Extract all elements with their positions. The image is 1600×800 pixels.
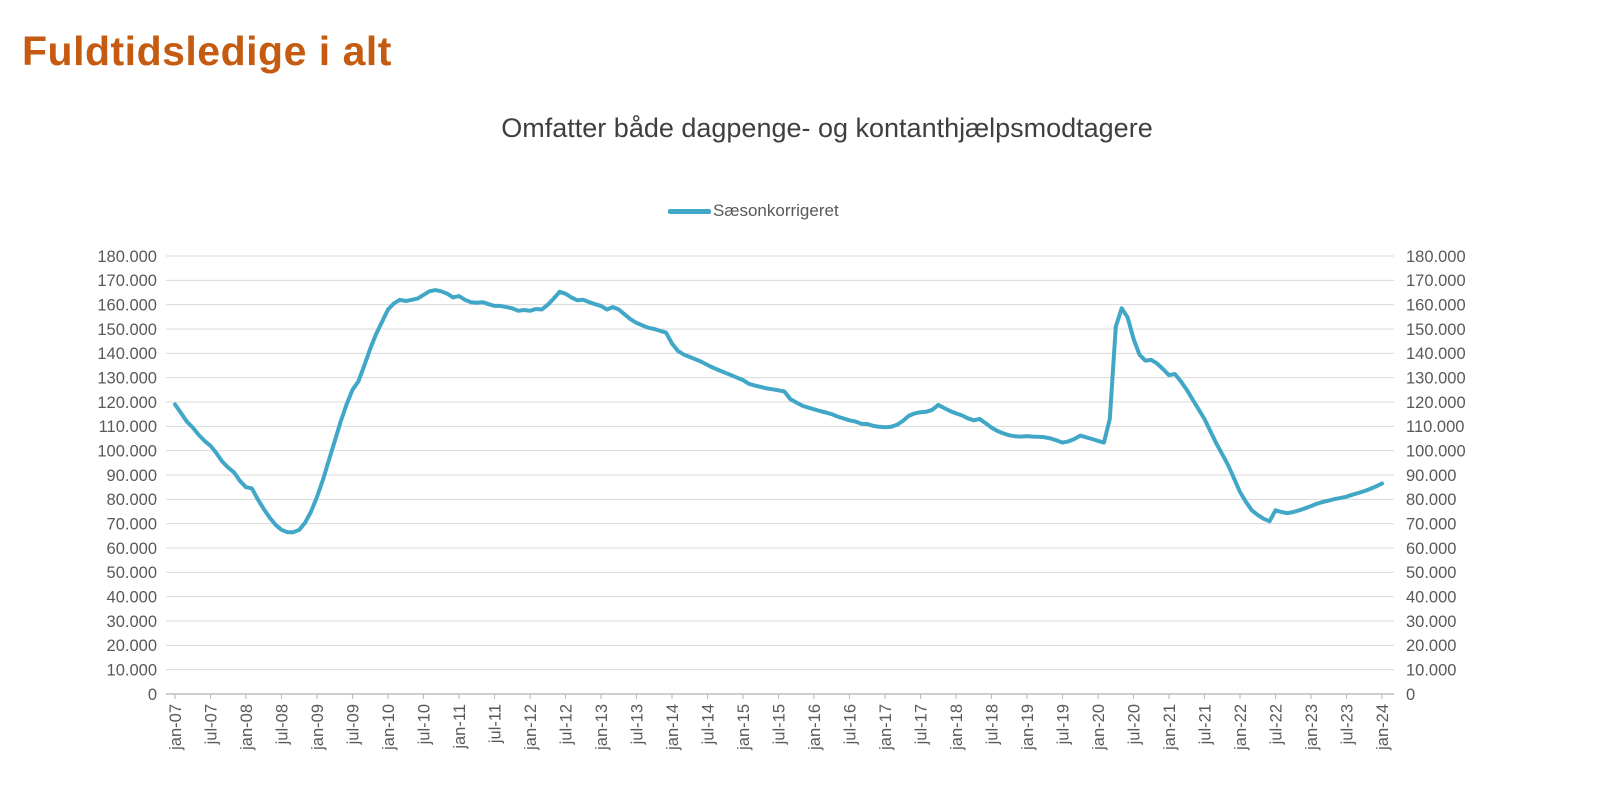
y-axis-label-left: 0	[148, 686, 157, 704]
x-axis-label: jul-12	[557, 704, 575, 745]
y-axis-label-right: 80.000	[1406, 491, 1456, 509]
y-axis-label-right: 0	[1406, 686, 1415, 704]
y-axis-label-right: 140.000	[1406, 345, 1466, 363]
x-axis-label: jul-17	[912, 704, 930, 745]
y-axis-label-right: 70.000	[1406, 515, 1456, 533]
x-axis-label: jul-14	[699, 704, 717, 745]
x-axis-label: jan-09	[309, 704, 327, 751]
y-axis-label-left: 180.000	[97, 248, 157, 266]
y-axis-label-right: 110.000	[1406, 418, 1464, 436]
x-axis-label: jan-12	[522, 704, 540, 751]
y-axis-label-right: 30.000	[1406, 613, 1456, 631]
legend[interactable]: Sæsonkorrigeret	[668, 201, 839, 221]
x-axis-label: jul-13	[628, 704, 646, 745]
y-axis-label-left: 10.000	[107, 661, 157, 679]
y-axis-label-right: 20.000	[1406, 637, 1456, 655]
y-axis-label-right: 90.000	[1406, 467, 1456, 485]
legend-label: Sæsonkorrigeret	[713, 201, 839, 220]
y-axis-label-left: 150.000	[97, 321, 157, 339]
x-axis-label: jul-19	[1054, 704, 1072, 745]
y-axis-label-left: 160.000	[97, 296, 157, 314]
y-axis-label-right: 130.000	[1406, 369, 1466, 387]
y-axis-label-right: 100.000	[1406, 442, 1466, 460]
page-title: Fuldtidsledige i alt	[22, 28, 392, 74]
y-axis-label-right: 180.000	[1406, 248, 1466, 266]
y-axis-label-left: 90.000	[107, 467, 157, 485]
y-axis-label-left: 110.000	[99, 418, 157, 436]
series-line-saesonkorrigeret	[173, 288, 1384, 535]
legend-line-swatch	[668, 208, 711, 214]
x-axis-label: jan-18	[948, 704, 966, 751]
y-axis-label-right: 60.000	[1406, 540, 1456, 558]
x-axis-label: jul-07	[202, 704, 220, 745]
y-axis-label-right: 40.000	[1406, 588, 1456, 606]
y-axis-label-left: 170.000	[97, 272, 157, 290]
x-axis-label: jul-08	[273, 704, 291, 745]
x-axis-label: jul-18	[983, 704, 1001, 745]
y-axis-label-right: 160.000	[1406, 296, 1466, 314]
x-axis-label: jul-23	[1338, 704, 1356, 745]
x-axis-label: jan-22	[1232, 704, 1250, 751]
y-axis-label-left: 140.000	[97, 345, 157, 363]
y-axis-label-left: 130.000	[97, 369, 157, 387]
y-axis-label-right: 120.000	[1406, 394, 1466, 412]
x-axis-label: jul-16	[841, 704, 859, 745]
x-axis-label: jan-17	[877, 704, 895, 751]
y-axis-label-left: 20.000	[107, 637, 157, 655]
x-axis-label: jul-22	[1267, 704, 1285, 745]
y-axis-label-left: 80.000	[107, 491, 157, 509]
y-axis-label-left: 30.000	[107, 613, 157, 631]
y-axis-label-right: 170.000	[1406, 272, 1466, 290]
x-axis-label: jan-20	[1090, 704, 1108, 751]
x-axis-label: jan-11	[451, 704, 469, 750]
y-axis-label-left: 60.000	[107, 540, 157, 558]
x-axis-label: jan-13	[593, 704, 611, 751]
x-axis-label: jan-23	[1303, 704, 1321, 751]
x-axis-label: jul-11	[486, 704, 504, 744]
y-axis-label-right: 150.000	[1406, 321, 1466, 339]
y-axis-label-left: 40.000	[107, 588, 157, 606]
x-axis-label: jan-14	[664, 704, 682, 751]
x-axis-label: jan-07	[167, 704, 185, 751]
y-axis-label-left: 120.000	[97, 394, 157, 412]
x-axis-label: jul-09	[344, 704, 362, 745]
y-axis-label-left: 100.000	[97, 442, 157, 460]
x-axis-label: jan-21	[1161, 704, 1179, 751]
y-axis-label-right: 50.000	[1406, 564, 1456, 582]
y-axis-label-right: 10.000	[1406, 661, 1456, 679]
y-axis-label-left: 70.000	[107, 515, 157, 533]
chart-subtitle: Omfatter både dagpenge- og kontanthjælps…	[501, 113, 1153, 143]
x-axis-label: jan-16	[806, 704, 824, 751]
x-axis-label: jan-10	[380, 704, 398, 751]
x-axis-label: jan-19	[1019, 704, 1037, 751]
x-axis-label: jul-20	[1125, 704, 1143, 745]
x-axis-label: jan-15	[735, 704, 753, 751]
x-axis-label: jul-15	[770, 704, 788, 745]
y-axis-label-left: 50.000	[107, 564, 157, 582]
x-axis-label: jul-10	[415, 704, 433, 745]
x-axis-label: jan-08	[238, 704, 256, 751]
x-axis-label: jan-24	[1374, 704, 1392, 751]
x-axis-label: jul-21	[1196, 704, 1214, 745]
